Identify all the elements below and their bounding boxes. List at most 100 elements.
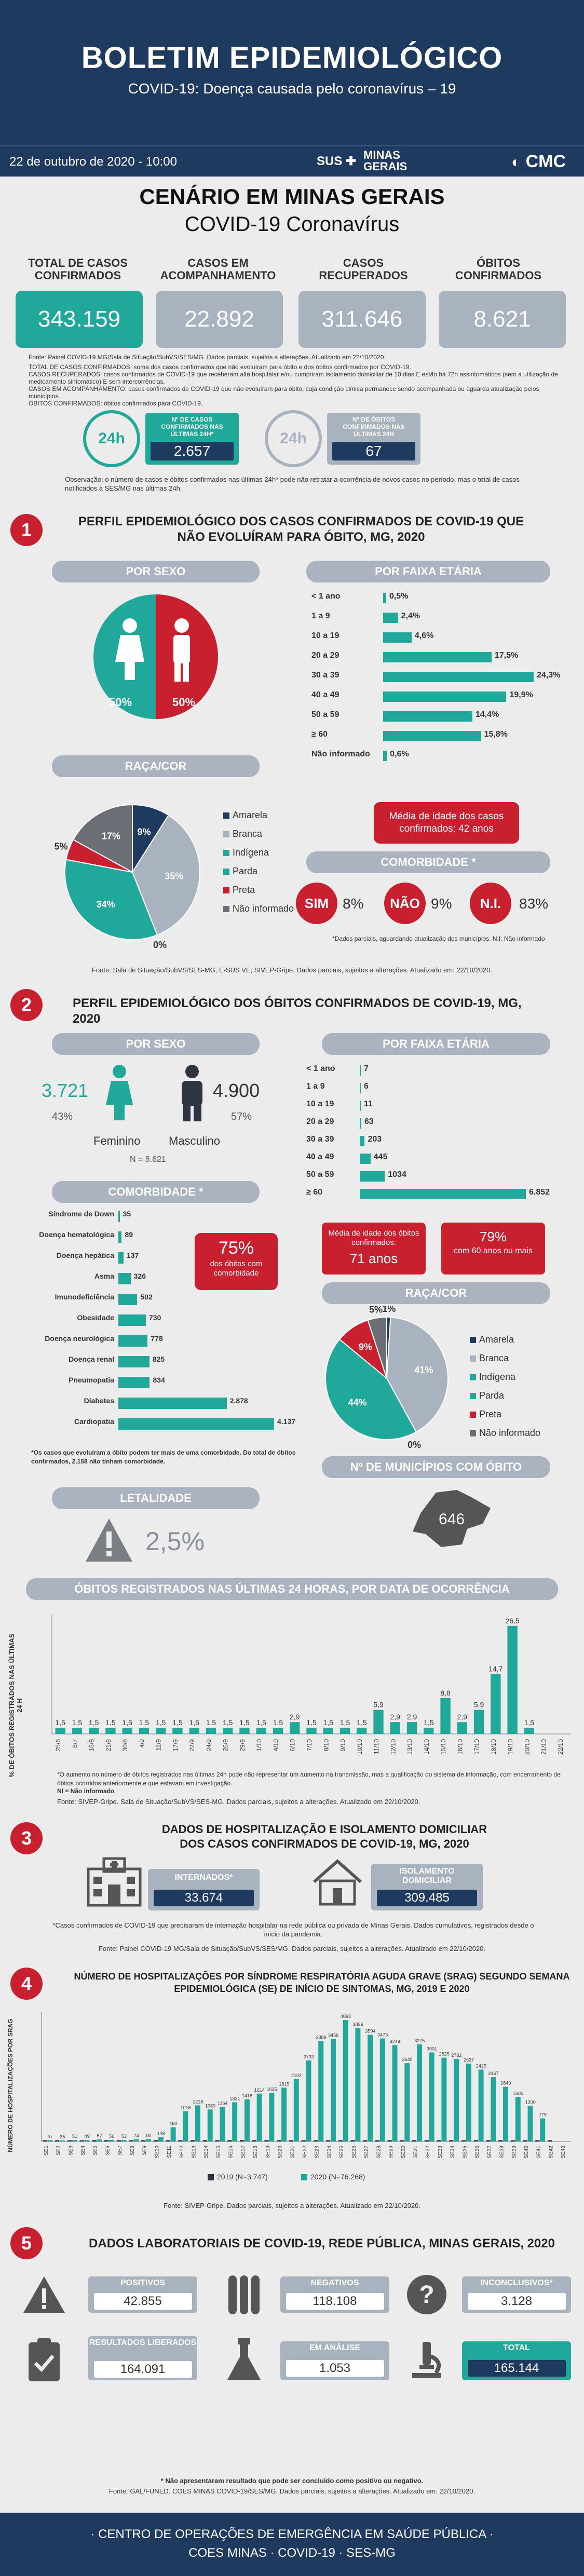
bar-value: 137 (126, 1251, 139, 1259)
bar-label: 20 a 29 (311, 651, 339, 660)
kpi-obitos: 8.621 (439, 291, 566, 348)
bar-2020 (281, 2087, 287, 2141)
bar-label: Imunodeficiência (55, 1293, 114, 1301)
test-tube-icon (228, 2275, 260, 2314)
s2-comorb-chart: Síndrome de Down 35 Doença hematológica 89 D… (10, 1210, 322, 1443)
bar (507, 1625, 518, 1734)
bar-value: 1635 (267, 2087, 277, 2092)
bar (360, 1189, 526, 1199)
bar (360, 1136, 365, 1146)
bar-2020 (454, 2059, 459, 2141)
bar-value: 3249 (390, 2039, 400, 2044)
bar-2020 (47, 2140, 53, 2141)
tick-label: 26/9 (222, 1739, 229, 1752)
bar (206, 1728, 216, 1734)
bar-value: 1,5 (172, 1718, 183, 1727)
bar-value: 1080 (205, 2103, 215, 2108)
bar-2019 (202, 2140, 208, 2141)
tick-label: SE40 (524, 2146, 529, 2159)
bar (122, 1728, 132, 1734)
bar-value: 5,9 (373, 1701, 384, 1709)
tick-label: 18/10 (490, 1739, 497, 1755)
bar-2019 (338, 2140, 343, 2141)
bar-2019 (437, 2140, 441, 2141)
question-icon: ? (407, 2275, 446, 2314)
pie-label: 5% (369, 1306, 383, 1315)
bar-2019 (129, 2140, 133, 2141)
s2-comorb-note: *Os casos que evoluíram a óbito podem te… (31, 1449, 296, 1465)
bar (440, 1698, 451, 1734)
bar-value: 14,7 (488, 1665, 502, 1673)
tick-label: SE22 (302, 2146, 308, 2159)
s2-raca-pie: 1% 41% 44% 9% 5% 0% (325, 1306, 449, 1450)
bar (118, 1356, 150, 1367)
bar-value: 8,8 (440, 1689, 451, 1697)
s1-comorb-sim-pct: 8% (343, 896, 364, 912)
bar-2019 (141, 2140, 146, 2141)
bar-value: 53 (121, 2134, 127, 2139)
tick-label: SE4 (80, 2146, 86, 2155)
bar-value: 1,5 (340, 1718, 350, 1727)
legend-item: Parda (470, 1390, 504, 1401)
bar-value: 1016 (181, 2105, 191, 2110)
bar-value: 2,9 (290, 1713, 300, 1721)
bar-label: 10 a 19 (306, 1100, 334, 1108)
bar-value: 1,5 (139, 1718, 150, 1727)
legend-item: Indígena (223, 847, 269, 858)
tick-label: 1/10 (255, 1739, 263, 1752)
bar (118, 1335, 148, 1347)
hospital-icon (87, 1857, 142, 1907)
s5-analise-value: 1.053 (286, 2360, 384, 2377)
s1-media-idade: Média de idade dos casos confirmados: 42… (374, 802, 519, 844)
tick-label: SE29 (388, 2146, 394, 2159)
bar-value: 63 (364, 1117, 374, 1126)
bar-value: 1,5 (256, 1718, 266, 1727)
pie-label: 9% (137, 827, 151, 837)
s2-raca-title: RAÇA/COR (322, 1282, 550, 1304)
tick-label: SE41 (536, 2146, 542, 2159)
tick-label: 14/10 (423, 1739, 430, 1755)
s3-note: *Casos confirmados de COVID-19 que preci… (52, 1921, 534, 1938)
bar-2020 (466, 2063, 471, 2141)
s2-let-value: 2,5% (145, 1527, 205, 1556)
s1-raca-title: RAÇA/COR (52, 755, 260, 777)
bar-label: 50 a 59 (311, 710, 339, 719)
pie-slice (131, 814, 200, 936)
observation: Observação: o número de casos e óbitos c… (65, 476, 520, 492)
bar-2020 (183, 2111, 188, 2141)
bar-value: 35 (123, 1210, 131, 1218)
bar-2020 (392, 2045, 398, 2141)
bar-value: 502 (140, 1293, 153, 1301)
legend-item: Amarela (470, 1334, 514, 1345)
s1-comorb-ni: N.I. (470, 883, 511, 924)
bar-label: Pneumopatia (69, 1376, 114, 1384)
s5-inconclusivos-value: 3.128 (467, 2293, 566, 2310)
bar-value: 2,9 (407, 1713, 417, 1721)
bar-2020 (232, 2102, 238, 2141)
bar-value: 1,5 (323, 1718, 334, 1727)
bar-value: 825 (152, 1355, 165, 1363)
s2-fem-pct: 43% (52, 1111, 73, 1122)
bar-value: 6 (364, 1082, 369, 1091)
bar-2019 (449, 2140, 454, 2141)
tick-label: SE24 (327, 2146, 332, 2159)
bar-2019 (363, 2140, 368, 2141)
bar (172, 1728, 183, 1734)
bar-2019 (510, 2140, 515, 2141)
bar-2019 (400, 2140, 404, 2141)
bar-2019 (104, 2140, 109, 2141)
bar (360, 1065, 361, 1076)
bar-value: 1,5 (55, 1718, 65, 1727)
bar (72, 1728, 83, 1734)
page-title: BOLETIM EPIDEMIOLÓGICO (81, 41, 503, 75)
s2-n-total: N = 8.621 (130, 1155, 166, 1164)
bar (290, 1722, 300, 1734)
bar-2019 (116, 2140, 121, 2141)
bar-value: 1,5 (89, 1718, 99, 1727)
bar-value: 0,5% (389, 592, 409, 601)
bar-value: 1,5 (273, 1718, 283, 1727)
bar-2019 (277, 2140, 281, 2141)
pie-label: 44% (348, 1398, 367, 1408)
tick-label: SE36 (474, 2146, 480, 2159)
bar-label: Doença renal (69, 1355, 114, 1363)
